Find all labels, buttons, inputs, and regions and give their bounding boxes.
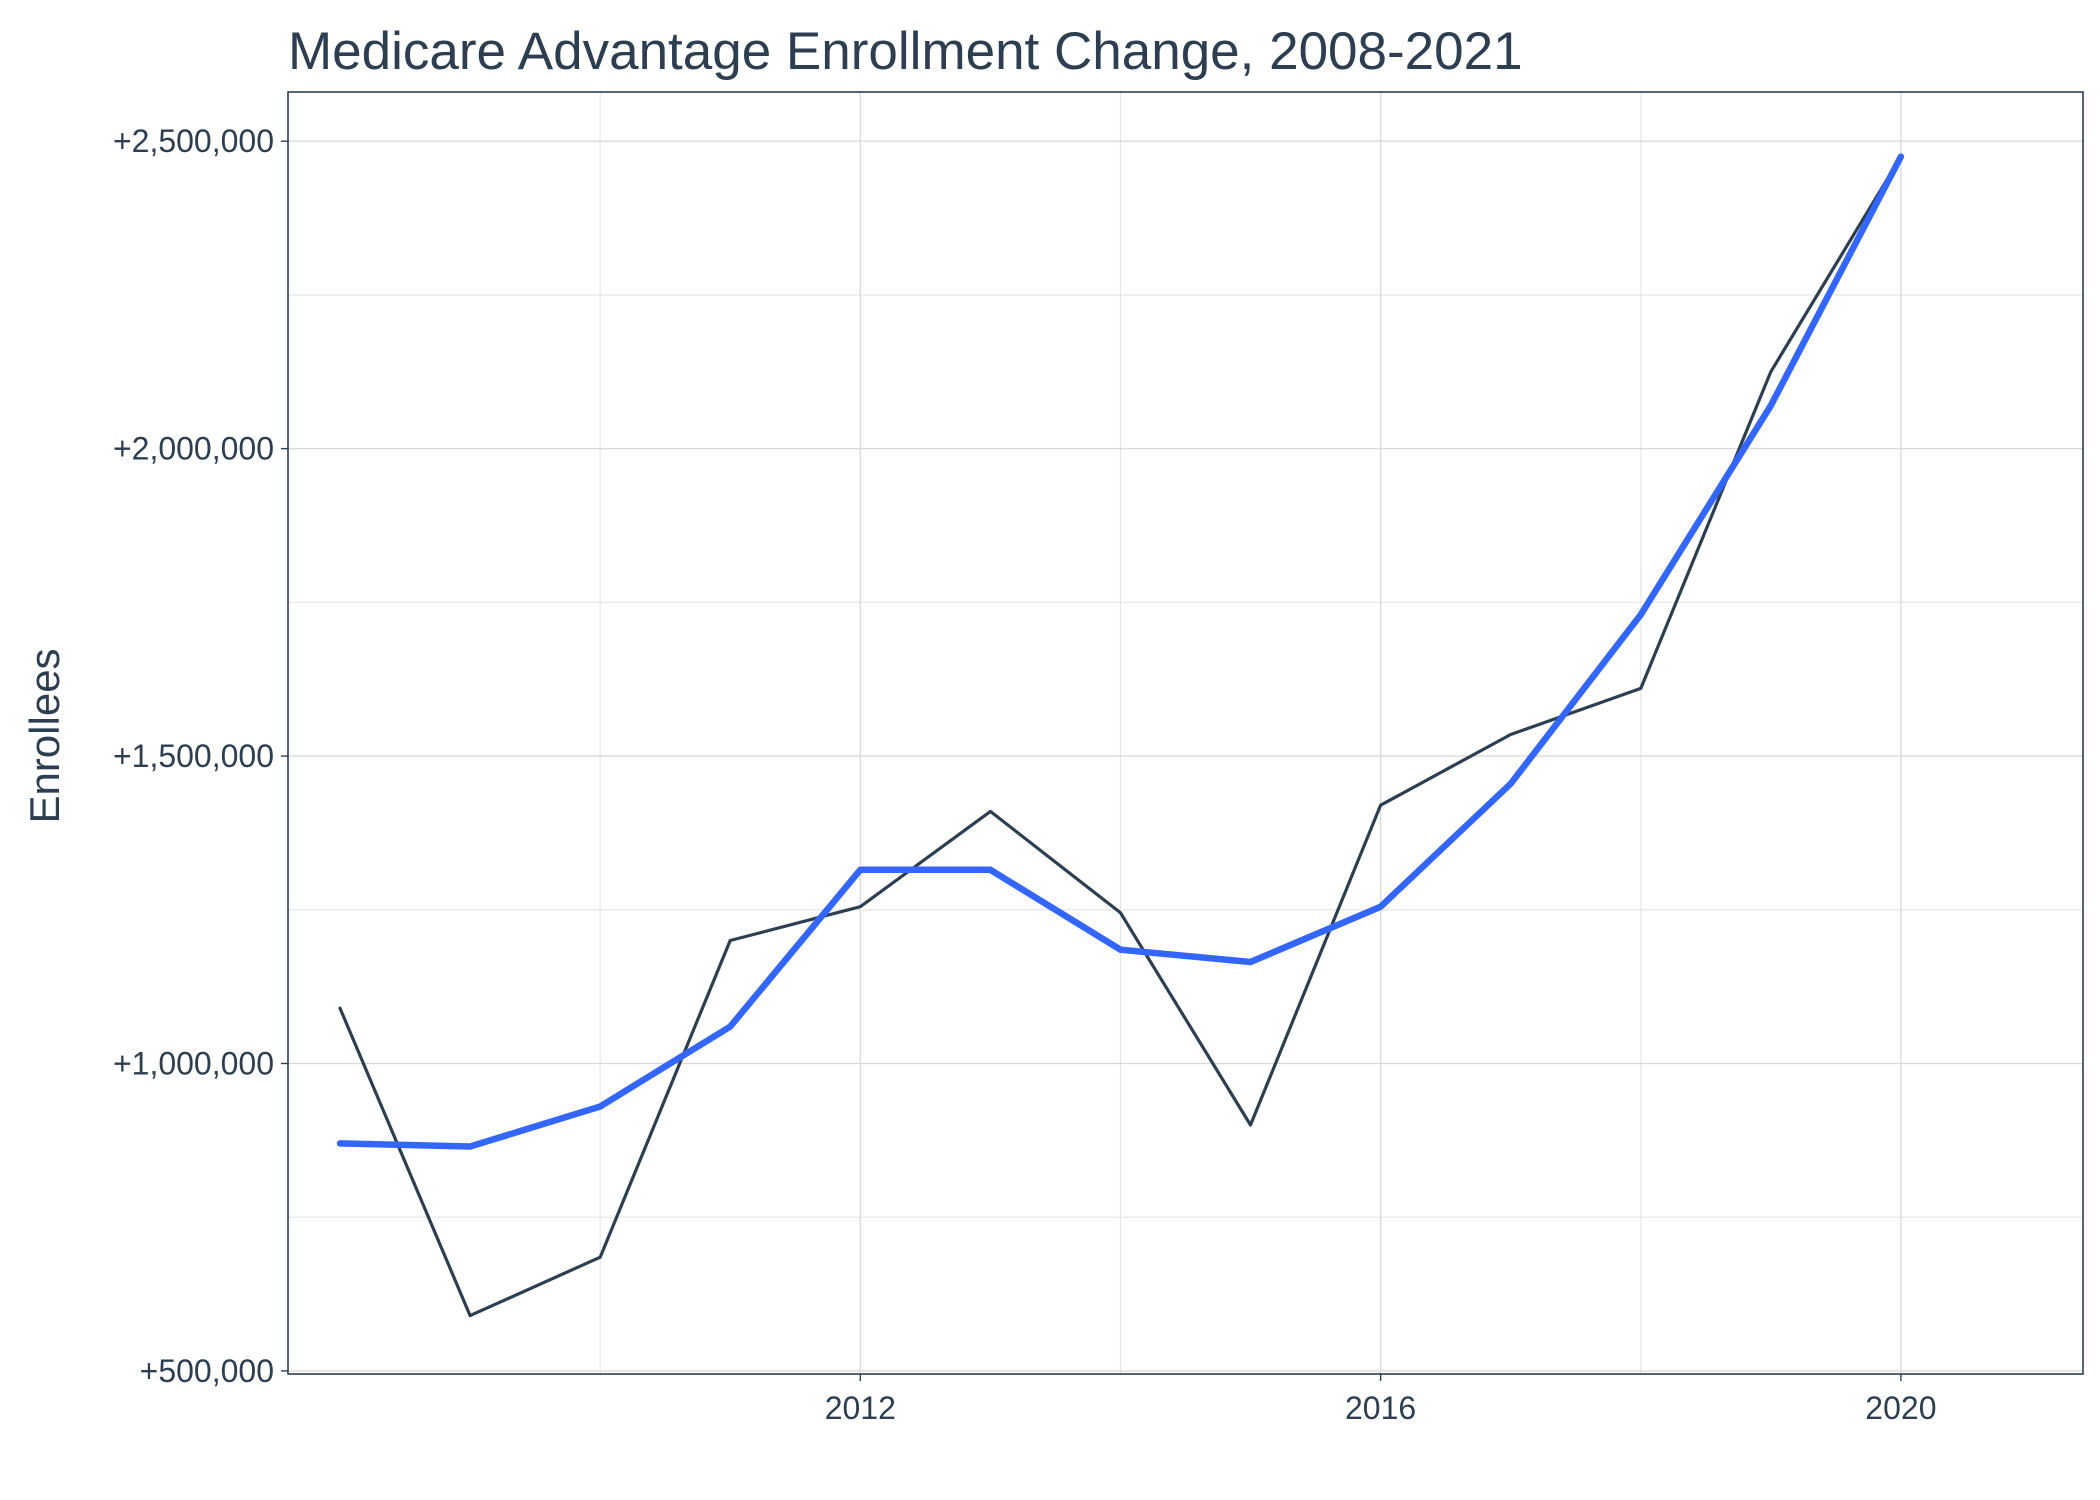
major-gridlines	[288, 92, 2083, 1374]
x-tick-label: 2012	[825, 1390, 896, 1426]
y-axis-ticks: +500,000 +1,000,000 +1,500,000 +2,000,000 +2…	[113, 123, 288, 1389]
y-tick-label: +1,000,000	[113, 1045, 274, 1081]
y-tick-label: +500,000	[140, 1353, 274, 1389]
plot-panel-border	[287, 91, 2084, 1375]
x-axis-ticks: 2012 2016 2020	[825, 1374, 1936, 1426]
x-tick-label: 2020	[1865, 1390, 1936, 1426]
y-axis-label: Enrollees	[21, 648, 68, 823]
smoothed-series-line	[336, 153, 1905, 1150]
y-tick-label: +2,000,000	[113, 431, 274, 467]
actual-series-line	[338, 155, 1903, 1318]
x-tick-label: 2016	[1345, 1390, 1416, 1426]
minor-gridlines	[288, 92, 2083, 1374]
y-tick-label: +2,500,000	[113, 123, 274, 159]
y-tick-label: +1,500,000	[113, 738, 274, 774]
chart-title: Medicare Advantage Enrollment Change, 20…	[288, 22, 1523, 81]
series-lines	[336, 153, 1905, 1318]
